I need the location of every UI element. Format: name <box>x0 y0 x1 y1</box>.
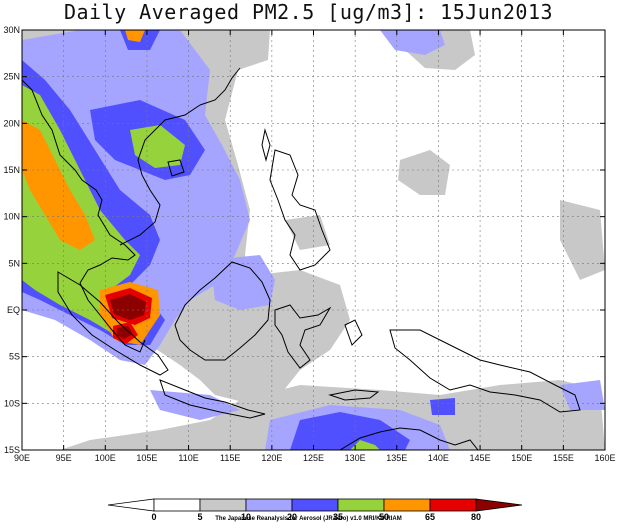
coastline-borneo <box>174 261 271 361</box>
latitude-label: 30N <box>3 25 20 35</box>
colorbar-swatch <box>107 498 155 512</box>
lat-lon-grid <box>22 30 605 450</box>
coastline-hainan <box>167 159 185 177</box>
longitude-label: 155E <box>553 453 574 463</box>
latitude-label: 20N <box>3 118 20 128</box>
longitude-label: 150E <box>511 453 532 463</box>
coastline-vietnam <box>119 104 201 246</box>
colorbar-swatch <box>199 498 247 512</box>
colorbar-level-label: 0 <box>151 512 156 522</box>
pm25-region-orange <box>125 30 145 42</box>
coastline-timor <box>328 389 380 401</box>
colorbar-swatch <box>429 498 477 512</box>
colorbar-level-label: 10 <box>241 512 251 522</box>
colorbar-level-label: 5 <box>197 512 202 522</box>
latitude-label: 10S <box>4 398 20 408</box>
pm25-region-lightblue <box>380 30 445 55</box>
colorbar-swatch <box>475 498 523 512</box>
credit-text: The Japanese Reanalysis for Aerosol (JRA… <box>215 516 402 522</box>
coastline-australia <box>339 427 479 450</box>
colorbar-level-label: 35 <box>333 512 343 522</box>
coastline-indochina <box>22 79 146 353</box>
pm25-region-grey <box>398 150 450 195</box>
pm25-region-green <box>130 125 185 168</box>
latitude-label: EQ <box>7 305 20 315</box>
latitude-label: 5N <box>8 258 20 268</box>
coastlines <box>22 67 581 450</box>
colorbar-level-label: 65 <box>425 512 435 522</box>
colorbar-swatch <box>245 498 293 512</box>
colorbar: 0 5 10 20 35 50 65 80 <box>107 498 523 522</box>
longitude-label: 130E <box>345 453 366 463</box>
longitude-label: 125E <box>303 453 324 463</box>
latitude-label: 10N <box>3 212 20 222</box>
longitude-label: 90E <box>14 453 30 463</box>
pm25-region-lightblue <box>560 380 605 410</box>
coastline-newguinea <box>389 329 581 413</box>
colorbar-level-label: 80 <box>471 512 481 522</box>
pm25-region-grey <box>285 215 330 250</box>
latitude-label: 15S <box>4 445 20 455</box>
longitude-label: 145E <box>470 453 491 463</box>
pm25-region-orange <box>22 120 95 250</box>
pm25-region-green <box>22 85 150 340</box>
latitude-label: 5S <box>9 352 20 362</box>
pm25-region-blue <box>430 398 455 415</box>
colorbar-swatch <box>291 498 339 512</box>
latitude-label: 15N <box>3 165 20 175</box>
colorbar-level-label: 20 <box>287 512 297 522</box>
colorbar-swatch <box>337 498 385 512</box>
pm25-region-darkred <box>117 326 133 339</box>
longitude-label: 115E <box>220 453 240 463</box>
pm25-field <box>22 30 605 450</box>
longitude-label: 105E <box>136 453 157 463</box>
latitude-label: 25N <box>3 72 20 82</box>
longitude-label: 140E <box>428 453 449 463</box>
colorbar-swatch <box>383 498 431 512</box>
longitude-label: 120E <box>261 453 282 463</box>
coastline-halmahera <box>344 319 363 346</box>
coastline-java <box>159 379 266 419</box>
pm25-region-blue <box>290 412 410 450</box>
longitude-label: 135E <box>386 453 407 463</box>
longitude-labels: 90E 95E 100E 105E 110E 115E 120E 125E 130E 135E 14… <box>14 453 616 463</box>
longitude-label: 95E <box>56 453 72 463</box>
coastline-sulawesi <box>274 304 332 369</box>
axis-ticks <box>21 29 606 451</box>
coastline-china <box>199 67 241 106</box>
map-title: Daily Averaged PM2.5 [ug/m3]: 15Jun2013 <box>63 0 554 24</box>
longitude-label: 100E <box>95 453 116 463</box>
pm25-region-lightblue <box>210 255 275 310</box>
pm25-region-green <box>350 440 380 450</box>
coastline-sumatra <box>57 271 169 376</box>
longitude-label: 160E <box>594 453 615 463</box>
longitude-label: 110E <box>178 453 198 463</box>
colorbar-level-label: 50 <box>379 512 389 522</box>
pm25-region-grey <box>560 200 605 280</box>
latitude-labels: 30N 25N 20N 15N 10N 5N EQ 5S 10S 15S <box>3 25 20 455</box>
coastline-taiwan <box>261 128 271 162</box>
coastline-philippines <box>269 149 331 271</box>
pm25-region-darkred <box>110 294 146 320</box>
colorbar-swatch <box>153 498 201 512</box>
